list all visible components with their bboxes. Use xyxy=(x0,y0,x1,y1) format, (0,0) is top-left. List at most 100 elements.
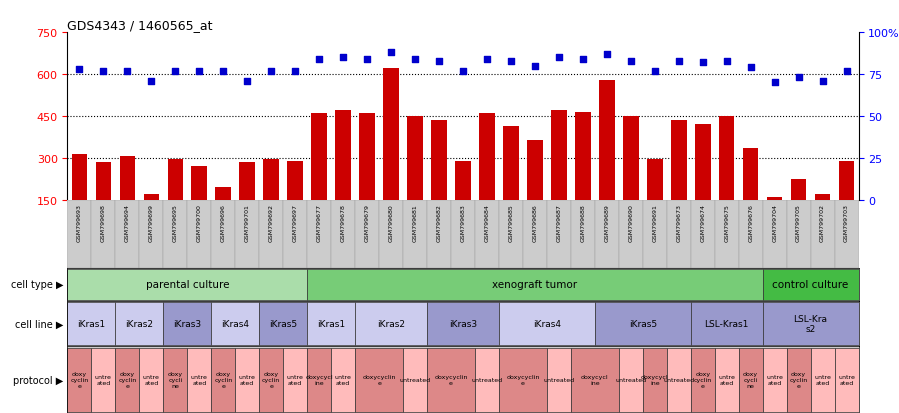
Point xyxy=(192,68,207,75)
Text: GSM799682: GSM799682 xyxy=(437,204,441,242)
Text: doxy
cyclin
e: doxy cyclin e xyxy=(70,371,88,388)
Text: GSM799693: GSM799693 xyxy=(77,204,82,242)
Bar xyxy=(360,114,375,242)
Bar xyxy=(499,200,523,268)
Point xyxy=(336,55,351,62)
Text: GSM799687: GSM799687 xyxy=(556,204,561,242)
Bar xyxy=(167,160,183,242)
Bar xyxy=(667,200,690,268)
Text: iKras4: iKras4 xyxy=(533,319,561,328)
Text: GSM799681: GSM799681 xyxy=(413,204,417,241)
Text: doxycycl
ine: doxycycl ine xyxy=(581,374,609,385)
Text: GSM799705: GSM799705 xyxy=(797,204,801,242)
Bar xyxy=(767,197,782,242)
Point xyxy=(72,66,86,73)
Bar xyxy=(811,200,834,268)
Text: GSM799691: GSM799691 xyxy=(653,204,657,242)
Bar xyxy=(187,200,211,268)
Point xyxy=(552,55,566,62)
Text: GSM799673: GSM799673 xyxy=(676,204,681,242)
Text: doxy
cyclin
e: doxy cyclin e xyxy=(694,371,712,388)
Bar xyxy=(475,348,499,412)
Point xyxy=(432,58,446,65)
Bar xyxy=(787,200,811,268)
Text: GSM799684: GSM799684 xyxy=(485,204,489,242)
Point xyxy=(647,68,662,75)
Bar xyxy=(690,200,715,268)
Bar xyxy=(115,348,139,412)
Bar xyxy=(307,348,331,412)
Bar xyxy=(475,200,499,268)
Text: GSM799695: GSM799695 xyxy=(173,204,178,242)
Bar xyxy=(499,348,547,412)
Text: parental culture: parental culture xyxy=(146,280,229,290)
Text: doxycyclin
e: doxycyclin e xyxy=(506,374,539,385)
Bar xyxy=(139,348,164,412)
Bar xyxy=(288,161,303,242)
Bar xyxy=(72,154,87,242)
Text: cell line ▶: cell line ▶ xyxy=(15,319,64,329)
Text: GSM799685: GSM799685 xyxy=(509,204,513,241)
Point xyxy=(144,78,158,85)
Bar xyxy=(719,116,734,242)
Bar xyxy=(551,111,566,242)
Text: untre
ated: untre ated xyxy=(838,374,855,385)
Point xyxy=(240,78,254,85)
Point xyxy=(743,65,758,71)
Text: doxy
cyclin
e: doxy cyclin e xyxy=(789,371,807,388)
Bar xyxy=(95,163,111,242)
Bar xyxy=(92,348,115,412)
Bar xyxy=(67,302,115,346)
Bar xyxy=(407,116,423,242)
Bar xyxy=(259,302,307,346)
Bar xyxy=(263,160,279,242)
Bar xyxy=(403,348,427,412)
Bar xyxy=(236,200,259,268)
Text: GSM799689: GSM799689 xyxy=(604,204,610,242)
Bar xyxy=(762,200,787,268)
Text: GSM799701: GSM799701 xyxy=(245,204,250,242)
Bar xyxy=(187,348,211,412)
Text: GSM799686: GSM799686 xyxy=(532,204,538,241)
Bar xyxy=(599,81,615,242)
Point xyxy=(312,57,326,63)
Bar xyxy=(523,200,547,268)
Bar xyxy=(451,200,475,268)
Text: doxy
cyclin
e: doxy cyclin e xyxy=(263,371,280,388)
Text: GSM799680: GSM799680 xyxy=(388,204,394,241)
Bar xyxy=(67,200,92,268)
Bar xyxy=(307,302,355,346)
Point xyxy=(120,68,135,75)
Bar xyxy=(120,157,135,242)
Point xyxy=(456,68,470,75)
Bar xyxy=(379,200,403,268)
Bar xyxy=(547,348,571,412)
Text: iKras2: iKras2 xyxy=(125,319,154,328)
Point xyxy=(216,68,230,75)
Text: untre
ated: untre ated xyxy=(718,374,735,385)
Point xyxy=(480,57,494,63)
Bar xyxy=(667,348,690,412)
Bar xyxy=(432,121,447,242)
Text: doxycyclin
e: doxycyclin e xyxy=(362,374,396,385)
Text: cell type ▶: cell type ▶ xyxy=(11,280,64,290)
Bar xyxy=(811,348,834,412)
Bar xyxy=(239,163,255,242)
Bar xyxy=(834,200,859,268)
Text: iKras3: iKras3 xyxy=(449,319,477,328)
Point xyxy=(168,68,182,75)
Text: GSM799675: GSM799675 xyxy=(725,204,729,242)
Text: untreated: untreated xyxy=(399,377,431,382)
Bar xyxy=(791,179,806,242)
Text: GSM799690: GSM799690 xyxy=(628,204,633,242)
Bar xyxy=(619,348,643,412)
Bar xyxy=(355,200,379,268)
Text: LSL-Kra
s2: LSL-Kra s2 xyxy=(794,314,828,333)
Text: doxycycl
ine: doxycycl ine xyxy=(306,374,333,385)
Bar xyxy=(236,348,259,412)
Bar xyxy=(571,348,619,412)
Bar xyxy=(571,200,595,268)
Point xyxy=(791,75,806,81)
Bar xyxy=(164,302,211,346)
Bar xyxy=(216,188,231,242)
